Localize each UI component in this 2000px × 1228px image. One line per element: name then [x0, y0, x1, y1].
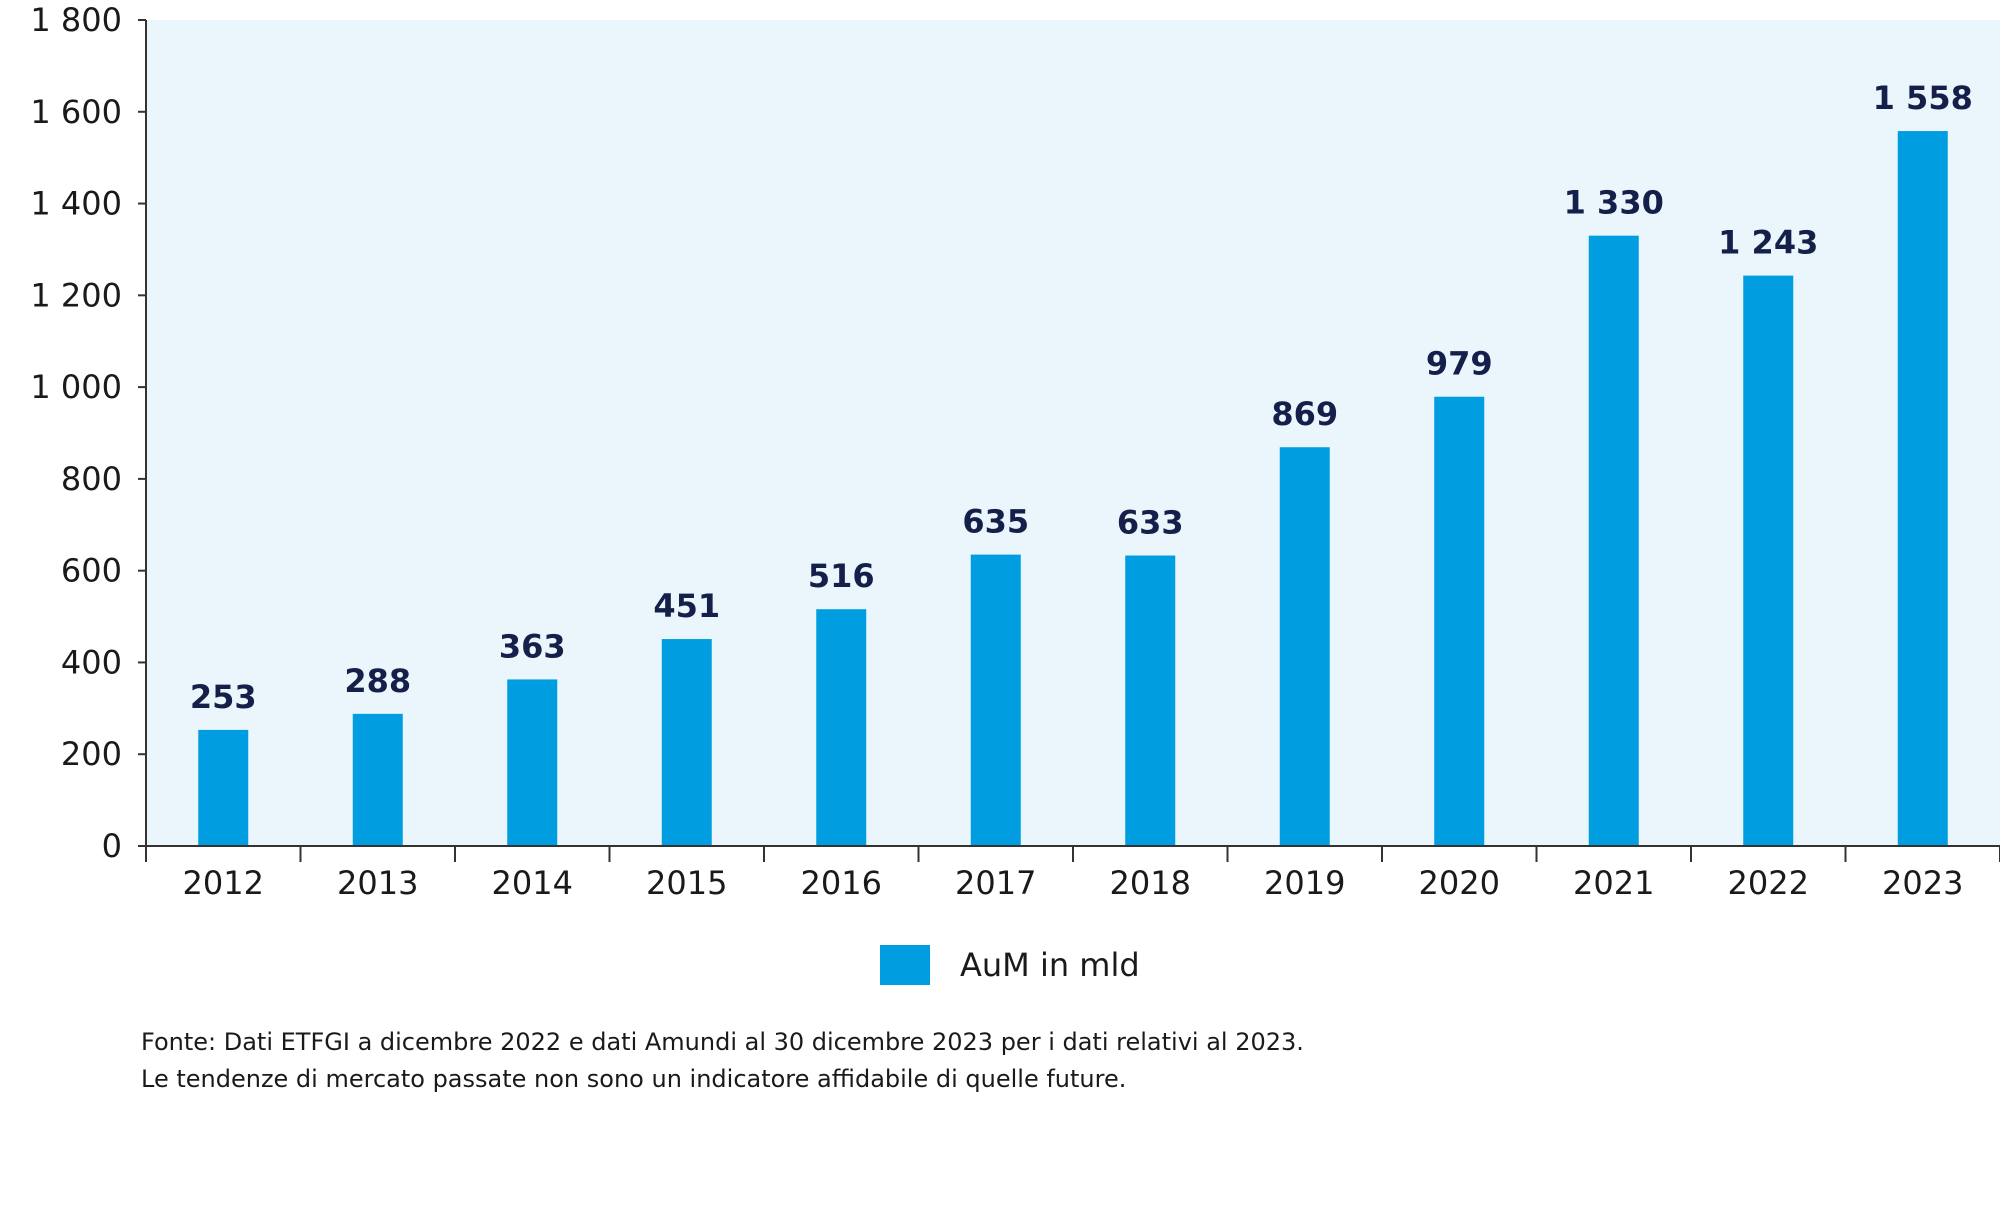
x-tick-label-2021: 2021: [1573, 864, 1654, 902]
y-tick-label: 400: [61, 643, 122, 681]
data-label-2021: 1 330: [1564, 184, 1664, 222]
bar-2012: [198, 729, 249, 846]
plot-background: [146, 20, 2000, 846]
x-tick-label-2022: 2022: [1728, 864, 1809, 902]
bar-2016: [816, 609, 867, 846]
footnote-disclaimer: Le tendenze di mercato passate non sono …: [141, 1065, 1127, 1093]
x-tick-label-2014: 2014: [492, 864, 573, 902]
legend-swatch: [880, 945, 930, 985]
data-label-2014: 363: [499, 627, 566, 665]
data-label-2022: 1 243: [1718, 224, 1818, 262]
y-tick-label: 1 800: [30, 1, 122, 39]
x-axis: 2012 2013 2014 2015 2016 2017 2018 2019 2020 2021…: [145, 845, 2000, 902]
x-tick-label-2013: 2013: [337, 864, 418, 902]
x-tick-label-2019: 2019: [1264, 864, 1345, 902]
footnote-source: Fonte: Dati ETFGI a dicembre 2022 e dati…: [141, 1028, 1304, 1056]
y-tick-label: 200: [61, 735, 122, 773]
data-label-2013: 288: [344, 662, 411, 700]
data-label-2016: 516: [808, 557, 875, 595]
data-label-2018: 633: [1117, 504, 1184, 542]
bar-2019: [1279, 447, 1330, 846]
y-tick-label: 1 000: [30, 368, 122, 406]
y-tick-label: 1 200: [30, 276, 122, 314]
bar-2013: [352, 713, 403, 846]
bar-2023: [1897, 131, 1948, 846]
bar-2018: [1125, 555, 1176, 846]
x-tick-label-2017: 2017: [955, 864, 1036, 902]
x-tick-label-2020: 2020: [1419, 864, 1500, 902]
data-label-2015: 451: [653, 587, 720, 625]
legend: AuM in mld: [880, 945, 1140, 985]
x-tick-label-2023: 2023: [1882, 864, 1963, 902]
data-label-2020: 979: [1426, 345, 1493, 383]
data-label-2019: 869: [1271, 395, 1338, 433]
x-tick-label-2016: 2016: [801, 864, 882, 902]
bar-2014: [507, 679, 558, 846]
y-tick-label: 1 400: [30, 185, 122, 223]
bar-2020: [1434, 396, 1485, 846]
bar-2021: [1588, 235, 1639, 846]
data-label-2017: 635: [962, 503, 1029, 541]
data-label-2012: 253: [190, 678, 257, 716]
data-labels-group: 253 288 363 451 516 635 633 869 979 1 330 1 243 1 5…: [190, 79, 1973, 716]
data-label-2023: 1 558: [1873, 79, 1973, 117]
bar-2017: [970, 554, 1021, 846]
bars-group: [198, 131, 1948, 847]
bar-2015: [661, 639, 712, 846]
y-axis: 0 200 400 600 800 1 000 1 200 1 400 1 600 1 800: [30, 1, 147, 865]
y-tick-label: 800: [61, 460, 122, 498]
legend-label: AuM in mld: [960, 946, 1140, 984]
y-tick-label: 600: [61, 552, 122, 590]
y-tick-label: 0: [102, 827, 122, 865]
y-tick-label: 1 600: [30, 93, 122, 131]
x-tick-label-2018: 2018: [1110, 864, 1191, 902]
bar-2022: [1743, 275, 1794, 847]
x-tick-label-2012: 2012: [183, 864, 264, 902]
x-tick-label-2015: 2015: [646, 864, 727, 902]
